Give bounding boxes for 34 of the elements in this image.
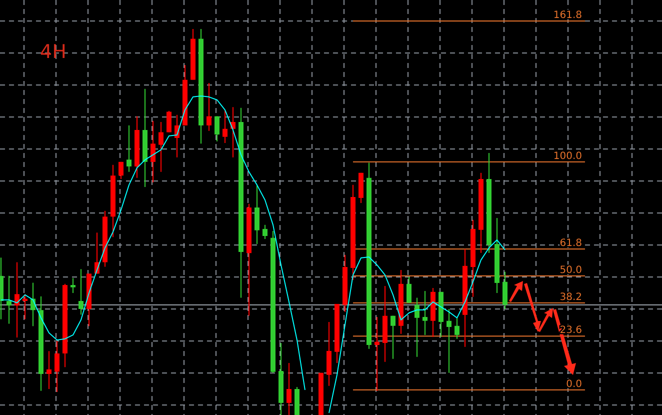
candlestick [54,340,60,392]
candlestick [70,278,76,294]
candlestick [286,362,292,415]
candlestick [22,294,28,320]
candlestick [126,124,132,172]
candlestick [14,262,20,338]
candlestick [6,275,12,324]
ref-line-label: 61.8 [560,238,582,249]
ref-line-label: 50.0 [560,264,582,276]
ref-line-label: 38.2 [560,292,582,303]
candlestick [454,317,460,340]
candlestick [502,271,508,310]
ref-line-label: 161.8 [553,10,582,21]
candlestick [46,350,52,390]
candlestick [326,321,332,386]
candlestick [254,184,260,244]
candlestick [406,276,412,304]
ref-line-label: 0.0 [566,378,582,390]
ref-line-label: 100.0 [553,150,582,162]
candlestick [150,120,156,183]
candlestick [222,109,228,144]
candlestick [422,290,428,336]
annotation: 4H [40,41,66,63]
candlestick [206,82,212,132]
candlestick [214,116,220,142]
candlestick [166,110,172,133]
candlestick [78,268,84,316]
candlestick [262,224,268,240]
candlestick [390,315,396,360]
candlestick [446,308,452,374]
candlestick [414,297,420,358]
candlestick [118,161,124,180]
candlestick [158,121,164,172]
candlestick [374,316,380,392]
